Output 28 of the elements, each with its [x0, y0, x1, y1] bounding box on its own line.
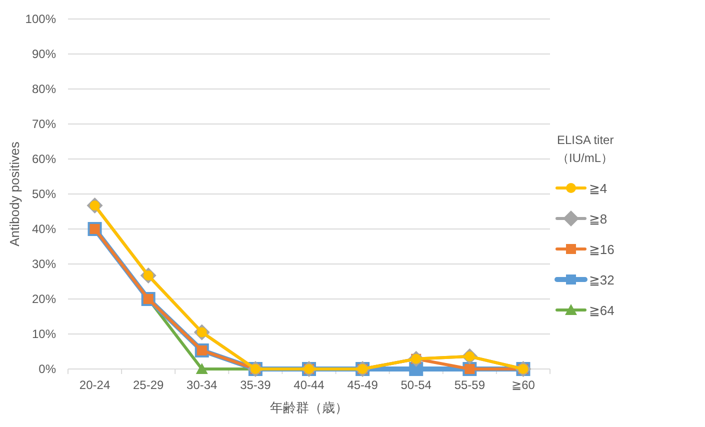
x-tick-label: 35-39 — [240, 378, 272, 392]
y-tick-label: 80% — [32, 82, 56, 96]
y-tick-label: 50% — [32, 187, 56, 201]
y-tick-label: 20% — [32, 292, 56, 306]
y-tick-label: 60% — [32, 152, 56, 166]
y-tick-label: 90% — [32, 47, 56, 61]
legend-label: ≧32 — [589, 272, 614, 288]
y-tick-label: 0% — [38, 362, 56, 376]
y-tick-label: 100% — [25, 12, 56, 26]
y-tick-label: 30% — [32, 257, 56, 271]
x-tick-label: 50-54 — [400, 378, 432, 392]
y-tick-label: 40% — [32, 222, 56, 236]
x-tick-label: ≧60 — [512, 378, 536, 392]
x-tick-label: 40-44 — [294, 378, 325, 392]
x-axis-title: 年齢群（歳） — [270, 400, 348, 415]
legend-label: ≧4 — [589, 181, 608, 196]
x-tick-label: 45-49 — [347, 378, 378, 392]
y-tick-label: 70% — [32, 117, 56, 131]
y-tick-label: 10% — [32, 327, 56, 341]
x-tick-label: 55-59 — [454, 378, 486, 392]
legend-label: ≧8 — [589, 212, 608, 226]
y-axis-title: Antibody positives — [7, 141, 22, 246]
legend-label: ≧16 — [589, 242, 614, 257]
x-tick-label: 25-29 — [132, 378, 164, 392]
legend-title: ELISA titer （IU/mL） — [557, 133, 614, 165]
x-tick-label: 30-34 — [186, 378, 218, 392]
x-tick-label: 20-24 — [79, 378, 110, 392]
legend-label: ≧64 — [589, 303, 614, 318]
